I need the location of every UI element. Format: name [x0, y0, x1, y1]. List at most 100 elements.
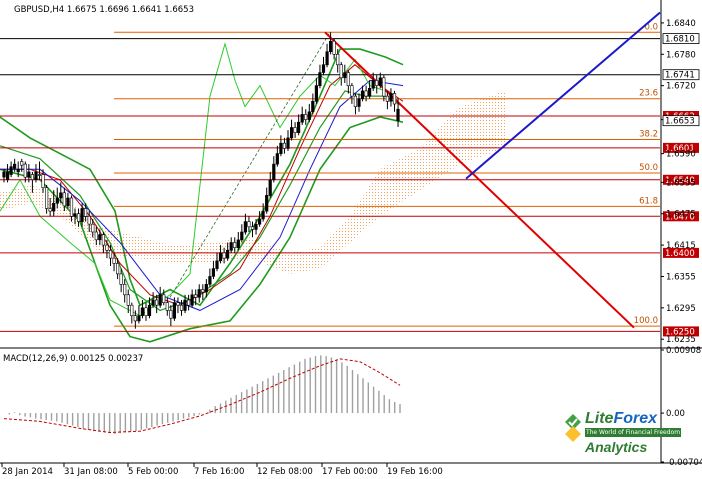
- candle-body: [208, 276, 212, 285]
- candle-body: [201, 289, 205, 293]
- candle-body: [343, 72, 347, 79]
- y-tick-label: 1.6355: [666, 272, 696, 282]
- candle-body: [172, 302, 177, 319]
- liteforex-logo: LiteForex The World of Financial Freedom…: [565, 408, 695, 460]
- candle-body: [353, 95, 358, 107]
- candle-body: [155, 299, 159, 306]
- candle-body: [289, 127, 294, 139]
- candle-body: [226, 250, 230, 259]
- level-tag-1.6810: [662, 33, 700, 44]
- candle-body: [250, 226, 255, 230]
- chikou-line: [0, 41, 386, 317]
- level-label-1.6540: 1.6540: [665, 176, 695, 186]
- candle-body: [314, 85, 319, 102]
- candle-body: [218, 252, 223, 261]
- brand-tagline: The World of Financial Freedom: [585, 428, 681, 437]
- candle-body: [275, 153, 279, 165]
- candle-body: [108, 250, 113, 259]
- last-price-tag: [662, 115, 700, 127]
- level-label-1.6470: 1.6470: [665, 212, 695, 222]
- ichimoku-cloud: [0, 90, 505, 274]
- lower-band-line: [0, 116, 404, 343]
- candle-body: [69, 197, 74, 217]
- x-tick-label: 17 Feb 00:00: [322, 467, 378, 477]
- price-axis: 1.68401.67801.67201.66551.65901.65351.64…: [660, 0, 700, 463]
- y-tick-label: 1.6415: [666, 241, 696, 251]
- candle-body: [215, 260, 219, 269]
- y-tick-label: 1.6235: [666, 335, 696, 345]
- candle-body: [52, 203, 56, 212]
- candle-body: [179, 304, 184, 311]
- level-label-1.6810: 1.6810: [665, 35, 695, 45]
- candle-body: [30, 174, 35, 180]
- y-tick-label: 1.6590: [666, 150, 696, 160]
- candle-body: [13, 163, 17, 169]
- candle-body: [325, 51, 329, 66]
- candle-body: [9, 166, 13, 175]
- candle-body: [375, 80, 379, 86]
- candle-body: [147, 304, 152, 317]
- candle-body: [119, 273, 123, 285]
- candle-body: [396, 108, 400, 121]
- candle-body: [229, 242, 233, 251]
- candle-body: [378, 77, 382, 86]
- level-tag-1.6540: [663, 174, 699, 185]
- candle-body: [133, 315, 137, 322]
- level-tag-1.6250: [663, 326, 699, 337]
- level-label-1.6250: 1.6250: [665, 327, 695, 337]
- candle-body: [20, 161, 24, 166]
- candle-body: [392, 93, 397, 105]
- fib-label-61.8: 61.8: [639, 196, 658, 206]
- candle-body: [183, 299, 187, 311]
- candle-body: [112, 257, 116, 264]
- candle-body: [91, 223, 95, 233]
- candle-body: [382, 77, 386, 97]
- candle-body: [187, 299, 191, 306]
- tenkan-line: [0, 64, 404, 306]
- level-label-1.6741: 1.6741: [665, 71, 695, 81]
- candle-body: [389, 93, 393, 102]
- candle-body: [144, 307, 148, 316]
- candle-body: [293, 127, 297, 133]
- candle-body: [194, 294, 198, 298]
- candle-body: [257, 218, 262, 225]
- candle-body: [296, 121, 301, 133]
- candle-body: [158, 294, 162, 306]
- level-label-1.6400: 1.6400: [665, 249, 695, 259]
- candle-body: [222, 252, 226, 259]
- candles: [2, 32, 400, 329]
- candle-body: [162, 294, 166, 303]
- candle-body: [73, 213, 77, 217]
- chart-header: GBPUSD,H4 1.6675 1.6696 1.6641 1.6653: [14, 5, 194, 15]
- candle-body: [66, 197, 70, 207]
- brand-subtitle: Analytics: [585, 439, 648, 455]
- candle-body: [272, 163, 276, 181]
- y-tick-label: 1.6475: [666, 210, 696, 220]
- candle-body: [98, 234, 102, 241]
- x-tick-label: 5 Feb 00:00: [128, 467, 178, 477]
- level-tag-1.6601: [663, 142, 699, 153]
- candle-body: [385, 95, 390, 102]
- candle-body: [137, 315, 141, 322]
- bollinger-bands: [0, 32, 404, 343]
- candle-body: [247, 221, 251, 228]
- candle-body: [332, 40, 336, 55]
- candle-body: [37, 174, 42, 176]
- x-tick-label: 31 Jan 08:00: [64, 467, 118, 477]
- candle-body: [16, 169, 20, 173]
- candle-body: [77, 213, 81, 222]
- y-tick-label: 1.6780: [666, 50, 696, 60]
- candle-body: [300, 114, 304, 123]
- candle-body: [2, 171, 6, 178]
- candle-body: [126, 294, 130, 306]
- candle-body: [176, 302, 180, 306]
- candle-body: [41, 174, 45, 188]
- upper-band-line: [0, 48, 404, 307]
- candle-body: [311, 101, 315, 113]
- level-tag-1.6741: [662, 69, 700, 81]
- candle-body: [23, 163, 27, 178]
- candle-body: [105, 244, 109, 251]
- brand-name: LiteForex: [585, 410, 658, 427]
- cloud-area: [0, 90, 505, 274]
